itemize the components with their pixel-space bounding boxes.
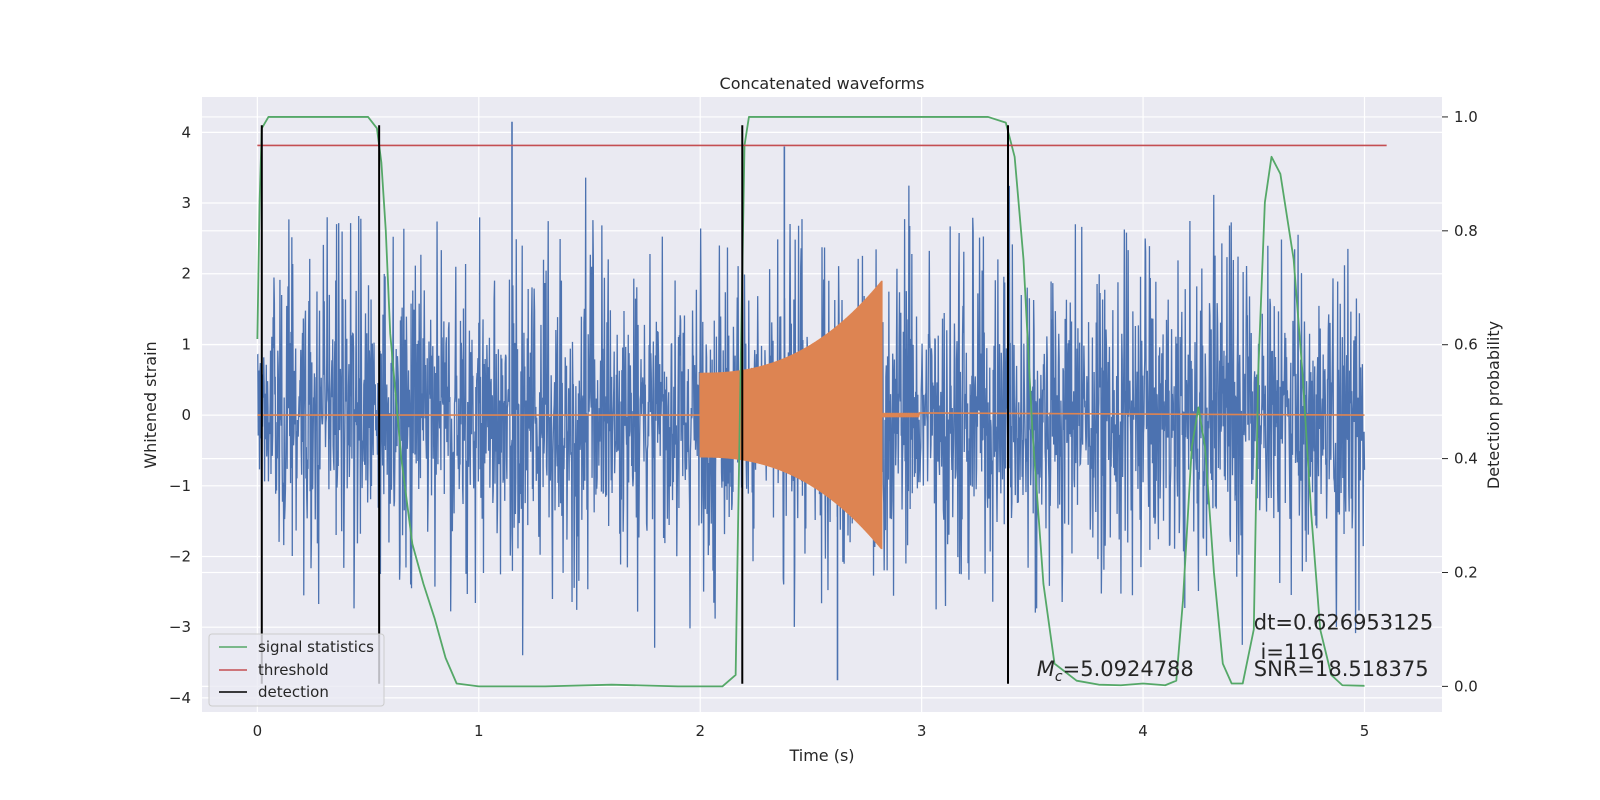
y2-tick-label: 0.8 — [1454, 222, 1478, 240]
y2-tick-label: 0.4 — [1454, 450, 1478, 468]
y-tick-label: −3 — [169, 618, 191, 636]
index-annotation: i=116 — [1254, 640, 1324, 664]
x-axis-label: Time (s) — [788, 746, 854, 765]
y2-tick-label: 0.2 — [1454, 563, 1478, 581]
legend-box — [208, 633, 385, 707]
x-tick-label: 0 — [253, 722, 263, 740]
y-axis-label: Whitened strain — [141, 341, 160, 468]
legend-label-signal-statistics: signal statistics — [258, 638, 374, 656]
y2-tick-label: 0.6 — [1454, 336, 1478, 354]
tick-labels: 0 1 2 3 4 5 −4 −3 −2 −1 0 1 2 3 4 0.0 0.2 0.4 0.6 0.8 1.0 — [169, 108, 1478, 740]
chirp-mass-value: =5.0924788 — [1063, 657, 1194, 681]
y2-axis-label: Detection probability — [1484, 321, 1503, 489]
y-tick-label: −1 — [169, 477, 191, 495]
plot-lines — [256, 116, 1387, 688]
signal-statistics-line — [256, 116, 1365, 688]
chirp-mass-symbol: M — [1037, 657, 1055, 681]
chirp-mass-annotation: Mc=5.0924788 — [1037, 657, 1194, 685]
x-tick-label: 5 — [1360, 722, 1370, 740]
dt-annotation: dt=0.626953125 — [1254, 610, 1433, 634]
x-tick-label: 3 — [917, 722, 927, 740]
y-tick-label: 2 — [181, 265, 191, 283]
injected-waveform-line — [257, 280, 1365, 550]
y-tick-label: 3 — [181, 194, 191, 212]
chirp-mass-subscript: c — [1055, 669, 1063, 685]
x-tick-label: 2 — [695, 722, 705, 740]
legend-label-threshold: threshold — [258, 661, 329, 679]
x-tick-label: 1 — [474, 722, 484, 740]
y-tick-label: 0 — [181, 406, 191, 424]
x-tick-label: 4 — [1138, 722, 1148, 740]
legend-label-detection: detection — [258, 683, 329, 701]
y-tick-label: −2 — [169, 547, 191, 565]
y-tick-label: 1 — [181, 335, 191, 353]
y-tick-label: −4 — [169, 689, 191, 707]
y-tick-label: 4 — [181, 123, 191, 141]
y2-tick-label: 1.0 — [1454, 108, 1478, 126]
annotations: Mc=5.0924788 dt=0.626953125 i=116 SNR=18… — [1037, 610, 1433, 685]
chart-title: Concatenated waveforms — [720, 74, 925, 93]
legend: signal statistics threshold detection — [208, 633, 385, 707]
y2-tick-label: 0.0 — [1454, 677, 1478, 695]
snr-annotation: SNR=18.518375 — [1254, 657, 1429, 681]
